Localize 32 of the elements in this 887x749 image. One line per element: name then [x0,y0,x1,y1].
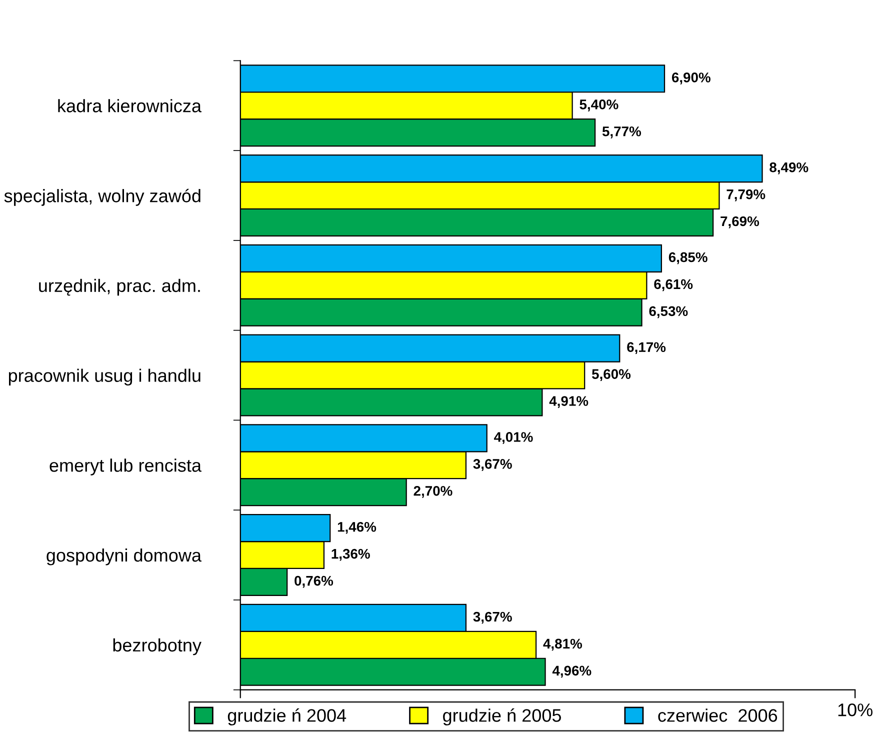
y-tick-label: specjalista, wolny zawód [4,188,200,206]
y-tick-label: emeryt lub rencista [50,458,202,476]
legend-label: grudzie ń 2004 [228,708,346,726]
data-label: 5,40% [580,100,618,112]
y-tick-label: urzędnik, prac. adm. [39,278,200,296]
data-label: 6,53% [649,306,688,318]
legend-label: czerwiec 2006 [658,708,778,722]
data-label: 6,85% [668,252,708,264]
data-label: 4,81% [543,638,582,651]
data-label: 1,46% [338,522,376,534]
y-tick-label: pracownik usug i handlu [8,368,200,386]
data-label: 3,67% [473,612,512,624]
data-label: 6,17% [627,342,666,354]
data-label: 4,96% [552,666,592,678]
data-label: 1,36% [332,548,370,561]
y-tick-label: gospodyni domowa [46,548,202,566]
y-tick-label: kadra kierownicza [58,99,202,112]
data-label: 4,01% [494,432,533,444]
data-label: 0,76% [294,576,334,588]
data-label: 8,49% [770,162,808,174]
data-label: 4,91% [549,396,588,408]
data-label: 2,70% [414,486,452,498]
data-label: 5,60% [592,369,631,381]
y-tick-label: bezrobotny [113,638,202,656]
legend-label: grudzie ń 2005 [443,708,561,726]
data-label: 5,77% [602,126,642,138]
data-label: 7,69% [720,216,760,228]
data-label: 7,79% [726,189,766,202]
data-label: 6,61% [654,279,693,292]
data-label: 6,90% [672,72,710,84]
data-label: 3,67% [473,459,512,471]
x-tick-label: 10% [838,704,872,716]
